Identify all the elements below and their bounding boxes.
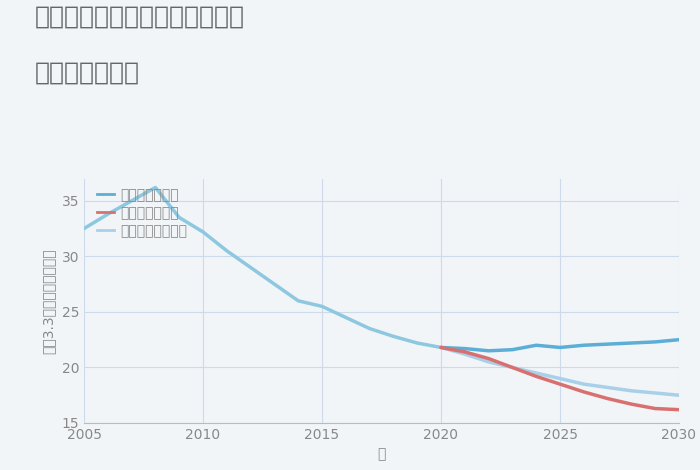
X-axis label: 年: 年 [377,447,386,462]
Text: 兵庫県たつの市龍野町北龍野の: 兵庫県たつの市龍野町北龍野の [35,5,245,29]
Text: 土地の価格推移: 土地の価格推移 [35,61,140,85]
Legend: グッドシナリオ, バッドシナリオ, ノーマルシナリオ: グッドシナリオ, バッドシナリオ, ノーマルシナリオ [97,188,188,238]
Y-axis label: 平（3.3㎡）単価（万円）: 平（3.3㎡）単価（万円） [42,248,56,353]
